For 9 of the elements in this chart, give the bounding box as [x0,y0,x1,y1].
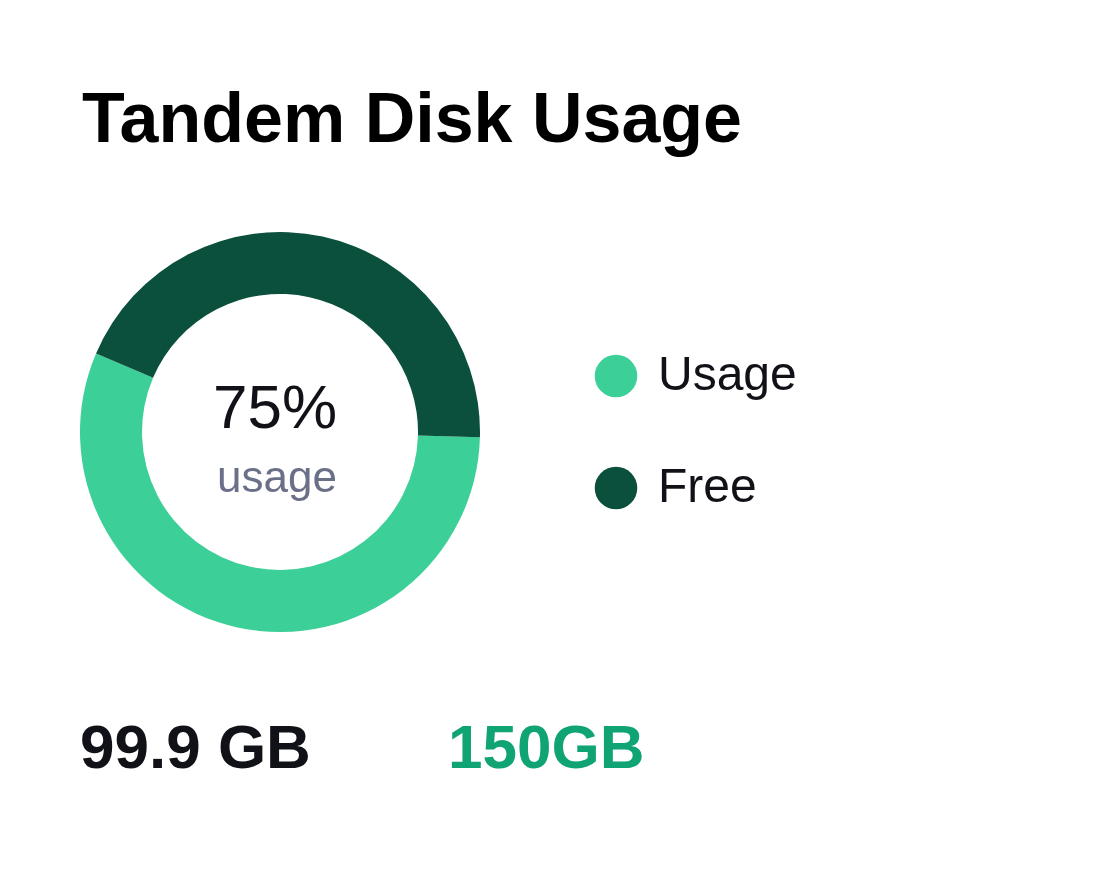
text: 150GB [448,712,645,781]
text: 99.9 GB [80,712,311,781]
legend-label: Free [658,459,757,512]
donut-slice [80,353,480,632]
legend-label: Usage [658,347,797,400]
chart-title: Tandem Disk Usage [82,79,743,157]
text: 75% [212,372,338,441]
text: usage [217,452,337,501]
donut-slice [96,232,480,438]
